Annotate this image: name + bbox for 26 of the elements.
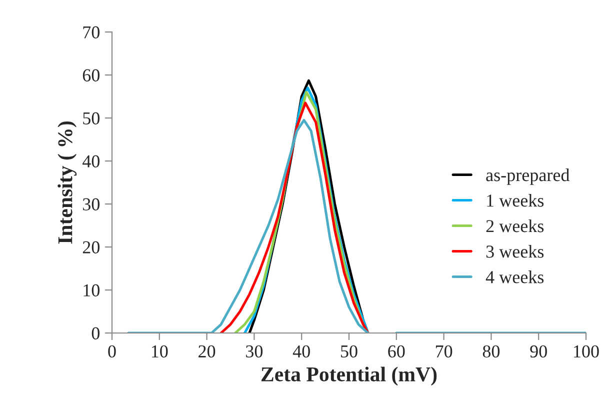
y-tick-label: 20 <box>82 241 100 254</box>
y-tick-label: 10 <box>84 284 100 296</box>
y-tick-label: 40 <box>82 155 100 168</box>
x-tick-label: 50 <box>341 345 358 358</box>
x-tick-label: 60 <box>388 345 405 358</box>
x-tick-label: 30 <box>246 345 263 358</box>
x-axis-title: Zeta Potential (mV) <box>261 366 437 386</box>
x-tick-label: 40 <box>292 345 310 358</box>
y-tick-label: 70 <box>83 26 100 38</box>
x-tick-label: 100 <box>574 345 599 358</box>
legend-label: 3 weeks <box>486 245 544 258</box>
x-tick-label: 70 <box>436 345 452 358</box>
legend-label: 1 weeks <box>487 194 544 207</box>
y-tick-label: 30 <box>83 198 100 210</box>
y-axis-title: Intensity ( %) <box>58 121 77 244</box>
x-tick-label: 20 <box>198 345 216 358</box>
y-tick-label: 60 <box>82 69 100 82</box>
legend-label: as-prepared <box>486 168 570 185</box>
x-tick-label: 90 <box>530 345 547 358</box>
y-tick-label: 0 <box>92 327 100 340</box>
legend-label: 2 weeks <box>486 220 544 232</box>
x-tick-label: 0 <box>108 345 116 358</box>
x-tick-label: 10 <box>152 345 168 358</box>
x-tick-label: 80 <box>482 345 500 358</box>
legend-label: 4 weeks <box>486 270 544 284</box>
y-tick-label: 50 <box>83 112 100 124</box>
